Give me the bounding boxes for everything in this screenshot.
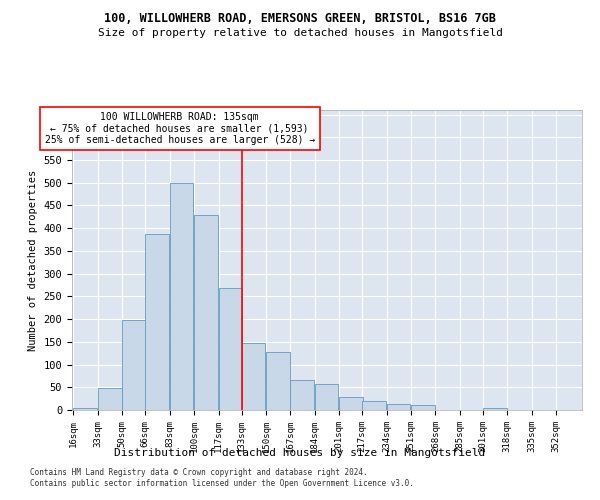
- Bar: [362, 401, 386, 410]
- Bar: [145, 234, 169, 410]
- Bar: [386, 404, 410, 410]
- Bar: [411, 406, 435, 410]
- Y-axis label: Number of detached properties: Number of detached properties: [28, 170, 38, 350]
- Text: 100, WILLOWHERB ROAD, EMERSONS GREEN, BRISTOL, BS16 7GB: 100, WILLOWHERB ROAD, EMERSONS GREEN, BR…: [104, 12, 496, 26]
- Bar: [483, 408, 506, 410]
- Text: Contains HM Land Registry data © Crown copyright and database right 2024.
Contai: Contains HM Land Registry data © Crown c…: [30, 468, 414, 487]
- Bar: [98, 388, 122, 410]
- Bar: [170, 182, 193, 410]
- Bar: [122, 320, 146, 410]
- Bar: [73, 408, 97, 410]
- Text: Size of property relative to detached houses in Mangotsfield: Size of property relative to detached ho…: [97, 28, 503, 38]
- Bar: [194, 216, 218, 410]
- Text: Distribution of detached houses by size in Mangotsfield: Distribution of detached houses by size …: [115, 448, 485, 458]
- Bar: [290, 380, 314, 410]
- Text: 100 WILLOWHERB ROAD: 135sqm
← 75% of detached houses are smaller (1,593)
25% of : 100 WILLOWHERB ROAD: 135sqm ← 75% of det…: [44, 112, 315, 145]
- Bar: [218, 288, 242, 410]
- Bar: [339, 398, 363, 410]
- Bar: [242, 342, 265, 410]
- Bar: [266, 352, 290, 410]
- Bar: [315, 384, 338, 410]
